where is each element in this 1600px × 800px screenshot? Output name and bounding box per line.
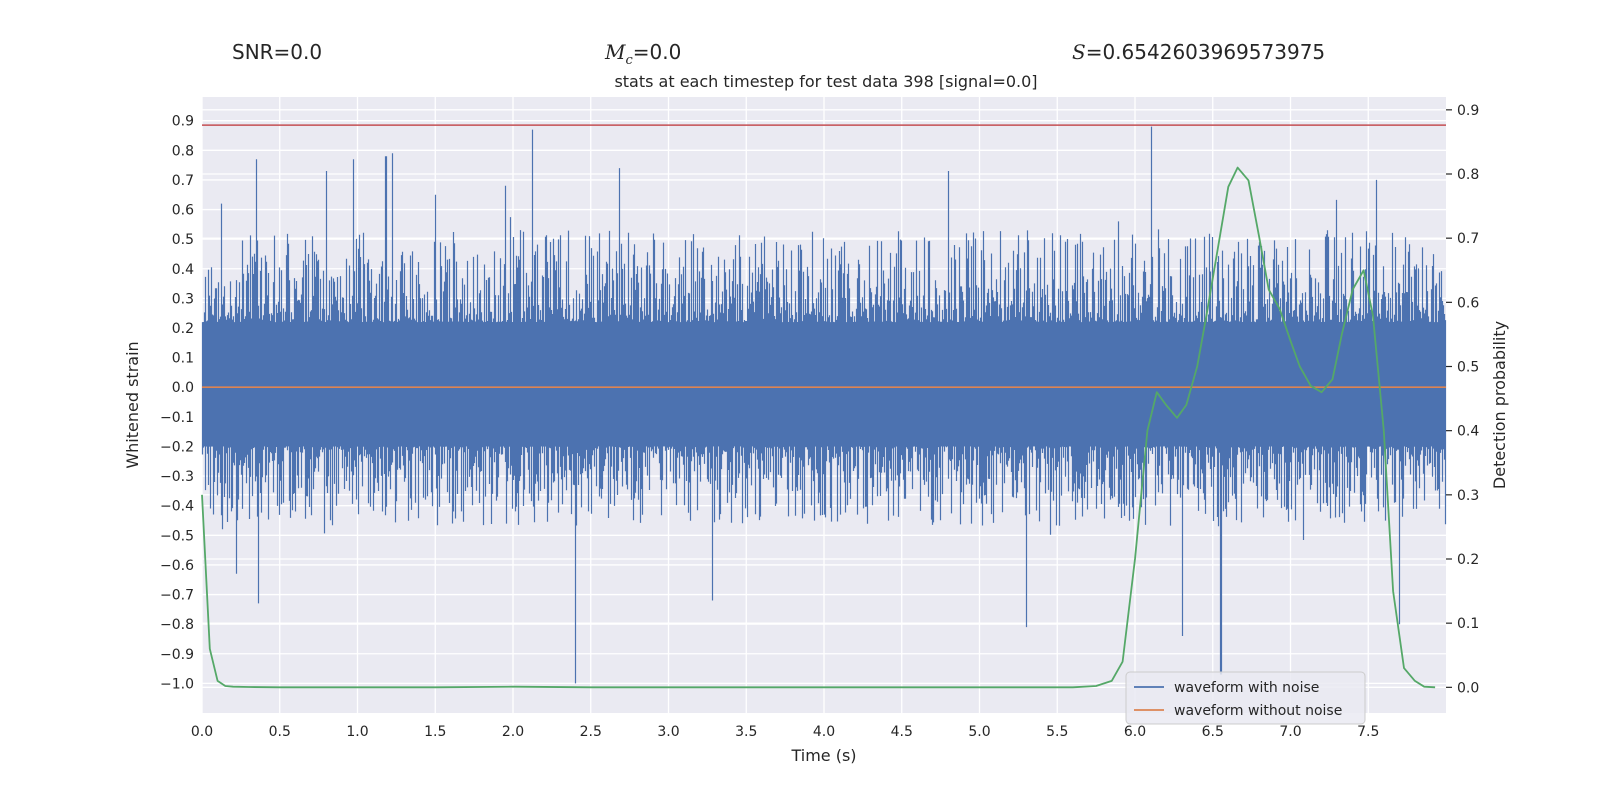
y-tick-label: −0.5 xyxy=(160,528,194,544)
x-tick-label: 4.0 xyxy=(813,724,835,740)
x-tick-label: 5.5 xyxy=(1046,724,1068,740)
x-tick-label: 1.0 xyxy=(346,724,368,740)
right-y-tick-label: 0.0 xyxy=(1457,680,1479,696)
x-tick-label: 7.0 xyxy=(1279,724,1301,740)
mc-subscript: c xyxy=(625,53,633,68)
right-y-tick-label: 0.9 xyxy=(1457,103,1479,119)
y-tick-label: −0.9 xyxy=(160,647,194,663)
y-tick-label: −0.6 xyxy=(160,558,194,574)
axes: 0.0 0.5 1.0 1.5 2.0 2.5 3.0 3.5 4.0 4.5 5.0 5.5 6.0 6… xyxy=(160,103,1479,740)
s-symbol: S xyxy=(1072,40,1086,64)
x-tick-label: 3.5 xyxy=(735,724,757,740)
x-tick-label: 6.5 xyxy=(1202,724,1224,740)
x-tick-label: 0.0 xyxy=(191,724,213,740)
y-tick-label: 0.7 xyxy=(172,173,194,189)
y-tick-label: −0.2 xyxy=(160,439,194,455)
chirp-mass-title: Mc=0.0 xyxy=(605,40,681,68)
y-tick-label: −0.8 xyxy=(160,617,194,633)
right-y-tick-label: 0.6 xyxy=(1457,295,1479,311)
detection-probability-series xyxy=(201,166,1436,689)
s-value: =0.6542603969573975 xyxy=(1085,40,1326,64)
right-y-tick-label: 0.8 xyxy=(1457,167,1479,183)
y-tick-label: 0.1 xyxy=(172,351,194,367)
right-y-tick-label: 0.7 xyxy=(1457,231,1479,247)
y-tick-label: −0.4 xyxy=(160,499,194,515)
mc-symbol: M xyxy=(605,40,626,64)
chart-title: stats at each timestep for test data 398… xyxy=(614,72,1037,91)
right-y-tick-label: 0.4 xyxy=(1457,424,1479,440)
right-y-tick-label: 0.3 xyxy=(1457,488,1479,504)
legend-label: waveform with noise xyxy=(1174,680,1319,696)
y-tick-label: 0.6 xyxy=(172,203,194,219)
y-tick-label: 0.4 xyxy=(172,262,194,278)
y-tick-label: −0.7 xyxy=(160,588,194,604)
x-tick-label: 2.5 xyxy=(580,724,602,740)
x-tick-label: 5.0 xyxy=(968,724,990,740)
x-tick-label: 6.0 xyxy=(1124,724,1146,740)
x-axis-label: Time (s) xyxy=(790,746,856,765)
snr-title: SNR=0.0 xyxy=(232,40,323,64)
y-tick-label: 0.5 xyxy=(172,232,194,248)
legend: waveform with noise waveform without nois… xyxy=(1125,671,1366,725)
x-tick-label: 0.5 xyxy=(269,724,291,740)
right-y-axis-label: Detection probability xyxy=(1490,321,1509,489)
score-title: S=0.6542603969573975 xyxy=(1072,40,1325,64)
y-tick-label: 0.2 xyxy=(172,321,194,337)
y-tick-label: 0.0 xyxy=(172,380,194,396)
y-tick-label: 0.9 xyxy=(172,114,194,130)
right-y-tick-label: 0.5 xyxy=(1457,360,1479,376)
y-tick-label: −1.0 xyxy=(160,676,194,692)
x-tick-label: 3.0 xyxy=(657,724,679,740)
legend-label: waveform without noise xyxy=(1174,703,1342,719)
y-axis-label: Whitened strain xyxy=(123,341,142,468)
x-tick-label: 2.0 xyxy=(502,724,524,740)
y-tick-label: −0.1 xyxy=(160,410,194,426)
x-tick-label: 7.5 xyxy=(1357,724,1379,740)
legend-box xyxy=(1125,671,1366,725)
y-tick-label: −0.3 xyxy=(160,469,194,485)
detection-probability-line xyxy=(201,166,1436,689)
x-tick-label: 4.5 xyxy=(891,724,913,740)
y-tick-label: 0.8 xyxy=(172,143,194,159)
right-y-tick-label: 0.2 xyxy=(1457,552,1479,568)
x-tick-label: 1.5 xyxy=(424,724,446,740)
right-y-tick-label: 0.1 xyxy=(1457,616,1479,632)
mc-value: =0.0 xyxy=(632,40,682,64)
y-tick-label: 0.3 xyxy=(172,291,194,307)
